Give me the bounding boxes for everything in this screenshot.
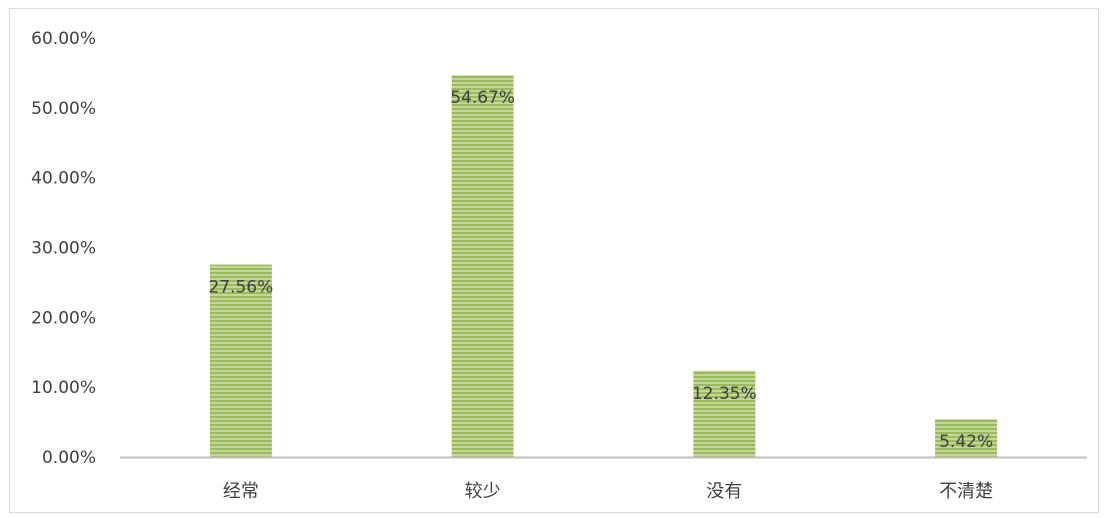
- y-axis: 0.00% 10.00% 20.00% 30.00% 40.00% 50.00% 60.00…: [31, 29, 96, 468]
- bar: [693, 370, 756, 457]
- data-label: 54.67%: [450, 88, 515, 108]
- x-axis: 经常 较少 没有 不清楚: [223, 481, 993, 502]
- x-tick-label: 经常: [223, 481, 259, 502]
- y-tick-label: 60.00%: [31, 29, 96, 49]
- y-tick-label: 30.00%: [31, 239, 96, 259]
- bar: [209, 264, 272, 457]
- x-tick-label: 不清楚: [939, 481, 993, 502]
- y-tick-label: 20.00%: [31, 308, 96, 328]
- y-tick-label: 0.00%: [42, 448, 96, 468]
- chart-frame: [9, 8, 1099, 513]
- x-tick-label: 较少: [465, 481, 501, 502]
- y-tick-label: 40.00%: [31, 169, 96, 189]
- y-tick-label: 10.00%: [31, 378, 96, 398]
- data-label: 5.42%: [939, 432, 993, 452]
- x-tick-label: 没有: [706, 481, 742, 502]
- bar: [935, 419, 998, 457]
- bar: [451, 75, 514, 458]
- bars: [209, 75, 998, 458]
- data-label: 27.56%: [208, 278, 273, 298]
- data-labels: 27.56% 54.67% 12.35% 5.42%: [208, 88, 993, 452]
- data-label: 12.35%: [692, 384, 757, 404]
- y-tick-label: 50.00%: [31, 99, 96, 119]
